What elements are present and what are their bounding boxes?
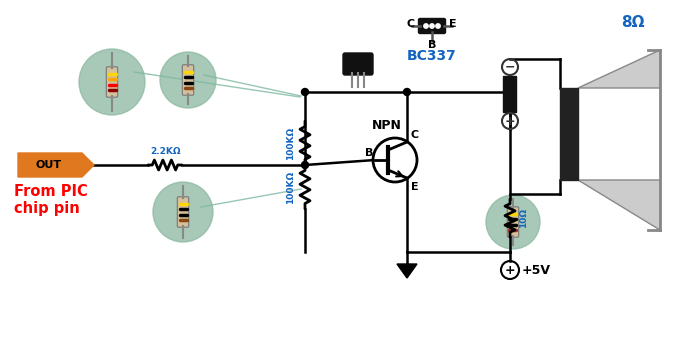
Text: B: B — [428, 40, 436, 50]
FancyBboxPatch shape — [507, 207, 519, 237]
Polygon shape — [578, 180, 660, 230]
Text: 10Ω: 10Ω — [519, 208, 528, 228]
Circle shape — [153, 182, 213, 242]
Text: 100KΩ: 100KΩ — [286, 126, 295, 159]
Text: E: E — [411, 182, 419, 192]
Circle shape — [79, 49, 145, 115]
FancyBboxPatch shape — [182, 65, 194, 95]
Text: 100KΩ: 100KΩ — [286, 170, 295, 203]
Polygon shape — [578, 50, 660, 88]
Text: NPN: NPN — [372, 119, 402, 132]
Text: OUT: OUT — [36, 160, 62, 170]
Circle shape — [301, 162, 309, 168]
Text: E: E — [449, 19, 457, 29]
Text: BC337: BC337 — [407, 49, 457, 63]
Text: −: − — [505, 60, 515, 73]
FancyBboxPatch shape — [343, 53, 373, 75]
Circle shape — [436, 24, 440, 28]
Circle shape — [430, 24, 435, 28]
Bar — [503, 76, 517, 112]
FancyBboxPatch shape — [177, 197, 189, 227]
Circle shape — [486, 195, 540, 249]
Circle shape — [301, 89, 309, 95]
Text: C: C — [411, 130, 419, 140]
Bar — [560, 88, 578, 180]
Text: +5V: +5V — [522, 265, 551, 278]
FancyBboxPatch shape — [418, 18, 445, 33]
Circle shape — [403, 89, 411, 95]
Circle shape — [160, 52, 216, 108]
Circle shape — [424, 24, 428, 28]
Text: 8Ω: 8Ω — [621, 14, 645, 30]
Text: From PIC
chip pin: From PIC chip pin — [14, 184, 88, 216]
FancyBboxPatch shape — [106, 67, 118, 97]
Polygon shape — [397, 264, 417, 278]
Text: B: B — [364, 148, 373, 158]
Polygon shape — [18, 153, 94, 177]
Text: +: + — [505, 264, 515, 276]
Text: C: C — [407, 19, 415, 29]
Text: +: + — [505, 114, 515, 127]
Circle shape — [373, 138, 417, 182]
Text: 2.2KΩ: 2.2KΩ — [150, 147, 180, 156]
